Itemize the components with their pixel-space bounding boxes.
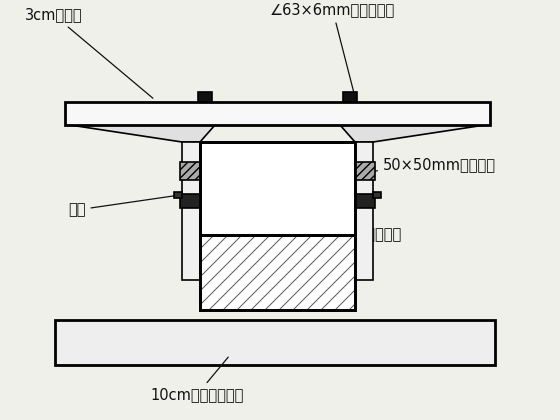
Text: 撑杆: 撑杆 bbox=[68, 195, 178, 218]
Bar bbox=[65, 102, 490, 125]
Bar bbox=[174, 192, 182, 198]
Bar bbox=[343, 92, 357, 102]
Bar bbox=[355, 162, 375, 180]
Bar bbox=[355, 194, 375, 208]
Bar bbox=[200, 235, 355, 310]
Bar bbox=[200, 142, 355, 235]
Text: 50×50mm调整木塞: 50×50mm调整木塞 bbox=[375, 158, 496, 173]
Bar bbox=[55, 320, 495, 365]
Text: 第一次预制板桩: 第一次预制板桩 bbox=[340, 228, 402, 270]
Polygon shape bbox=[340, 125, 485, 142]
Text: ∠63×6mm的角钢卡口: ∠63×6mm的角钢卡口 bbox=[270, 3, 395, 94]
Bar bbox=[355, 142, 373, 280]
Bar bbox=[180, 162, 200, 180]
Bar bbox=[200, 235, 355, 310]
Bar bbox=[180, 194, 200, 208]
Polygon shape bbox=[70, 125, 215, 142]
Text: 10cm厚混凝土台座: 10cm厚混凝土台座 bbox=[150, 357, 244, 402]
Bar bbox=[200, 142, 355, 235]
Text: 3cm厚木板: 3cm厚木板 bbox=[25, 8, 153, 98]
Bar bbox=[182, 142, 200, 280]
Bar bbox=[198, 92, 212, 102]
Bar bbox=[373, 192, 381, 198]
